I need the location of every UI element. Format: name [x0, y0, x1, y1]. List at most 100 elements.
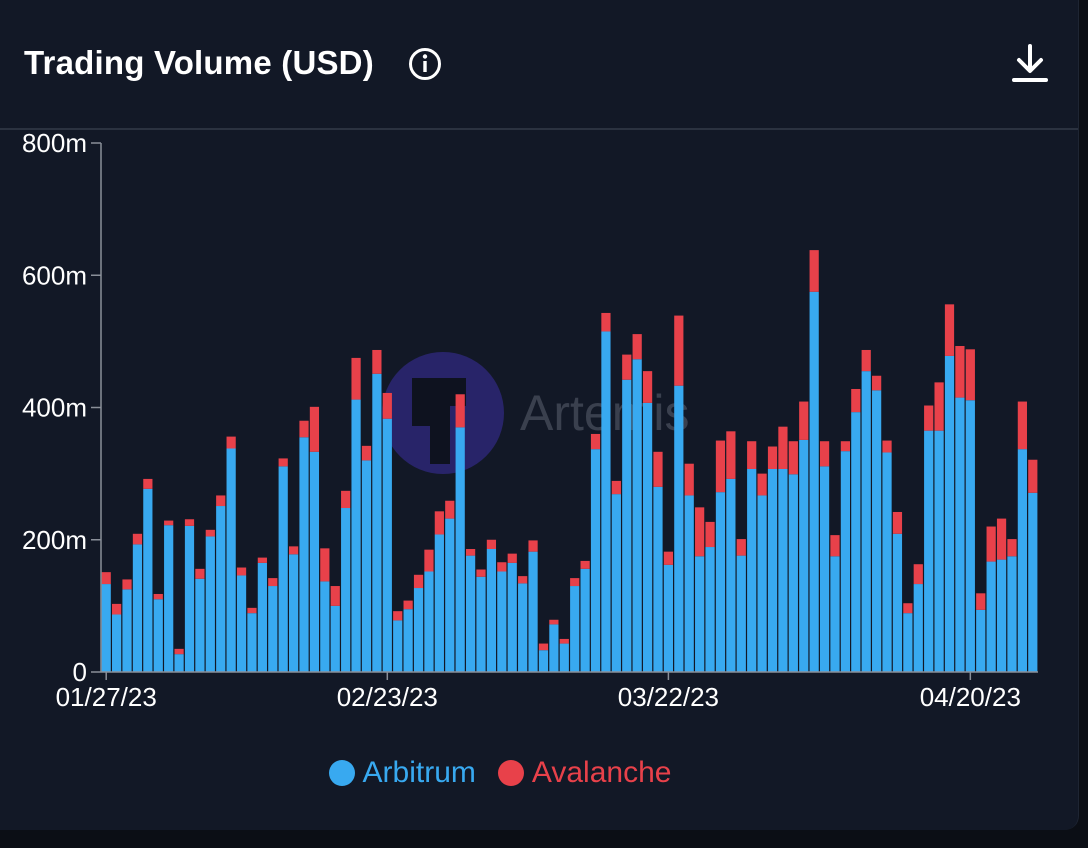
bar-arbitrum[interactable]: [1028, 492, 1038, 672]
bar-avalanche[interactable]: [372, 349, 382, 374]
bar-avalanche[interactable]: [476, 569, 486, 577]
bar-arbitrum[interactable]: [642, 402, 653, 672]
bar-arbitrum[interactable]: [653, 486, 663, 672]
bar-arbitrum[interactable]: [486, 549, 497, 672]
bar-arbitrum[interactable]: [944, 355, 955, 672]
bar-arbitrum[interactable]: [663, 564, 674, 672]
bar-arbitrum[interactable]: [705, 547, 715, 672]
bar-avalanche[interactable]: [320, 548, 330, 582]
bar-arbitrum[interactable]: [767, 468, 778, 672]
bar-arbitrum[interactable]: [497, 571, 507, 672]
legend-item-avalanche[interactable]: Avalanche: [497, 756, 671, 790]
bar-arbitrum[interactable]: [476, 576, 486, 672]
bar-avalanche[interactable]: [413, 574, 424, 589]
bar-avalanche[interactable]: [684, 463, 694, 496]
bar-arbitrum[interactable]: [934, 430, 944, 672]
bar-arbitrum[interactable]: [538, 650, 549, 672]
bar-arbitrum[interactable]: [632, 359, 642, 672]
bar-arbitrum[interactable]: [778, 468, 788, 672]
bar-avalanche[interactable]: [226, 436, 236, 449]
bar-arbitrum[interactable]: [976, 609, 986, 672]
bar-arbitrum[interactable]: [309, 451, 320, 672]
bar-avalanche[interactable]: [913, 564, 923, 585]
bar-arbitrum[interactable]: [268, 586, 278, 672]
bar-avalanche[interactable]: [986, 526, 996, 562]
bar-arbitrum[interactable]: [205, 536, 215, 672]
bar-avalanche[interactable]: [216, 495, 226, 507]
bar-arbitrum[interactable]: [955, 397, 965, 672]
bar-avalanche[interactable]: [434, 511, 444, 535]
bar-avalanche[interactable]: [705, 521, 715, 548]
bar-avalanche[interactable]: [559, 638, 569, 644]
bar-arbitrum[interactable]: [361, 460, 372, 672]
bar-arbitrum[interactable]: [726, 478, 736, 672]
bar-avalanche[interactable]: [455, 394, 465, 428]
bar-avalanche[interactable]: [299, 420, 309, 438]
bar-avalanche[interactable]: [497, 562, 507, 572]
bar-avalanche[interactable]: [882, 440, 892, 453]
bar-avalanche[interactable]: [892, 511, 903, 534]
bar-avalanche[interactable]: [112, 603, 122, 615]
bar-arbitrum[interactable]: [122, 589, 132, 672]
bar-arbitrum[interactable]: [143, 488, 153, 672]
bar-avalanche[interactable]: [570, 578, 580, 587]
bar-avalanche[interactable]: [236, 567, 247, 576]
bar-avalanche[interactable]: [726, 431, 736, 479]
bar-avalanche[interactable]: [996, 518, 1007, 560]
bar-avalanche[interactable]: [268, 578, 278, 587]
bar-avalanche[interactable]: [465, 549, 476, 556]
bar-arbitrum[interactable]: [611, 494, 621, 672]
bar-avalanche[interactable]: [695, 507, 705, 557]
bar-arbitrum[interactable]: [455, 427, 465, 672]
bar-arbitrum[interactable]: [788, 474, 798, 672]
bar-avalanche[interactable]: [767, 446, 778, 469]
bar-arbitrum[interactable]: [434, 534, 444, 672]
bar-arbitrum[interactable]: [320, 581, 330, 672]
bar-avalanche[interactable]: [872, 375, 882, 391]
bar-arbitrum[interactable]: [840, 451, 850, 672]
bar-arbitrum[interactable]: [580, 568, 590, 672]
bar-arbitrum[interactable]: [164, 525, 174, 672]
bar-arbitrum[interactable]: [341, 508, 351, 672]
bar-avalanche[interactable]: [861, 349, 871, 372]
bar-arbitrum[interactable]: [830, 556, 840, 672]
bar-arbitrum[interactable]: [809, 291, 819, 672]
bar-arbitrum[interactable]: [570, 586, 580, 672]
bar-arbitrum[interactable]: [132, 544, 143, 672]
bar-arbitrum[interactable]: [112, 614, 122, 672]
bar-arbitrum[interactable]: [226, 448, 236, 672]
bar-avalanche[interactable]: [757, 473, 767, 496]
bar-avalanche[interactable]: [289, 546, 299, 555]
bar-arbitrum[interactable]: [965, 400, 975, 672]
bar-avalanche[interactable]: [549, 619, 559, 625]
bar-arbitrum[interactable]: [299, 437, 309, 672]
bar-avalanche[interactable]: [955, 346, 965, 398]
bar-avalanche[interactable]: [601, 312, 611, 332]
bar-arbitrum[interactable]: [695, 556, 705, 672]
bar-avalanche[interactable]: [330, 586, 340, 606]
bar-arbitrum[interactable]: [518, 583, 528, 672]
bar-avalanche[interactable]: [247, 607, 257, 614]
bar-avalanche[interactable]: [528, 540, 538, 552]
legend-item-arbitrum[interactable]: Arbitrum: [328, 756, 476, 790]
bar-arbitrum[interactable]: [549, 624, 559, 672]
bar-arbitrum[interactable]: [413, 588, 424, 672]
bar-arbitrum[interactable]: [445, 518, 455, 672]
bar-arbitrum[interactable]: [351, 399, 361, 672]
bar-arbitrum[interactable]: [674, 385, 684, 672]
bar-arbitrum[interactable]: [184, 525, 195, 672]
bar-avalanche[interactable]: [341, 490, 351, 509]
bar-arbitrum[interactable]: [736, 555, 746, 672]
bar-arbitrum[interactable]: [892, 533, 903, 672]
bar-avalanche[interactable]: [736, 539, 746, 556]
bar-avalanche[interactable]: [851, 388, 861, 413]
bar-arbitrum[interactable]: [872, 390, 882, 672]
bar-avalanche[interactable]: [934, 382, 944, 431]
bar-arbitrum[interactable]: [382, 418, 392, 672]
bar-avalanche[interactable]: [205, 529, 215, 537]
bar-arbitrum[interactable]: [1007, 556, 1017, 672]
bar-avalanche[interactable]: [1028, 459, 1038, 493]
bar-arbitrum[interactable]: [289, 554, 299, 672]
bar-arbitrum[interactable]: [153, 599, 163, 672]
bar-avalanche[interactable]: [1007, 539, 1017, 557]
